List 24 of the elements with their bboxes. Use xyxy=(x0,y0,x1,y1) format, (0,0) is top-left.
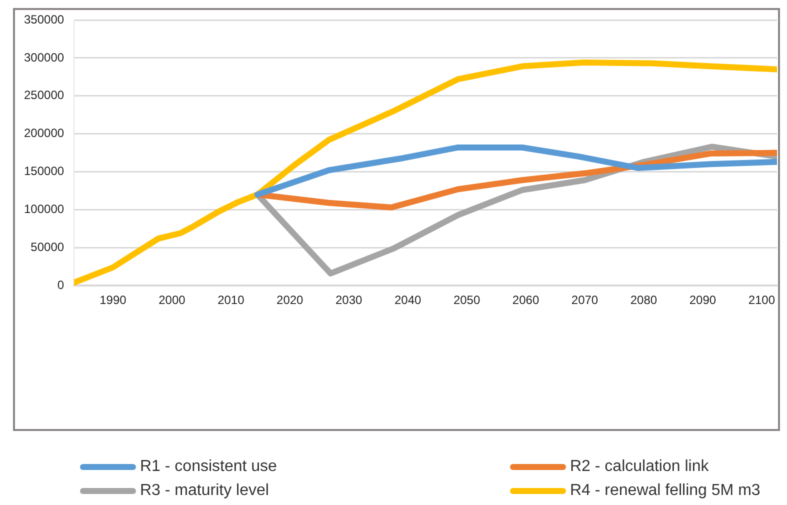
legend-label: R2 - calculation link xyxy=(570,458,709,476)
y-tick-label: 350000 xyxy=(24,12,64,26)
x-tick-label: 2070 xyxy=(571,293,598,308)
x-tick-label: 2080 xyxy=(630,293,658,308)
legend-label: R3 - maturity level xyxy=(140,482,269,500)
x-tick-label: 2040 xyxy=(394,293,422,308)
x-tick-label: 2100 xyxy=(748,293,776,308)
y-tick-label: 150000 xyxy=(24,164,64,178)
x-tick-label: 1990 xyxy=(100,293,127,308)
x-tick-label: 2060 xyxy=(512,293,540,308)
legend-label: R1 - consistent use xyxy=(140,458,277,476)
y-tick-label: 300000 xyxy=(24,50,64,64)
legend-label: R4 - renewal felling 5M m3 xyxy=(570,482,760,500)
y-tick-label: 50000 xyxy=(30,240,64,254)
x-tick-label: 2000 xyxy=(158,293,186,308)
x-tick-label: 2090 xyxy=(689,293,716,308)
y-tick-label: 250000 xyxy=(24,88,64,102)
x-tick-label: 2050 xyxy=(453,293,480,308)
y-tick-label: 100000 xyxy=(24,202,64,216)
x-tick-label: 2030 xyxy=(336,293,363,308)
x-tick-label: 2020 xyxy=(276,293,304,308)
x-tick-label: 2010 xyxy=(218,293,245,308)
y-tick-label: 200000 xyxy=(24,126,64,140)
y-tick-label: 0 xyxy=(57,278,64,292)
